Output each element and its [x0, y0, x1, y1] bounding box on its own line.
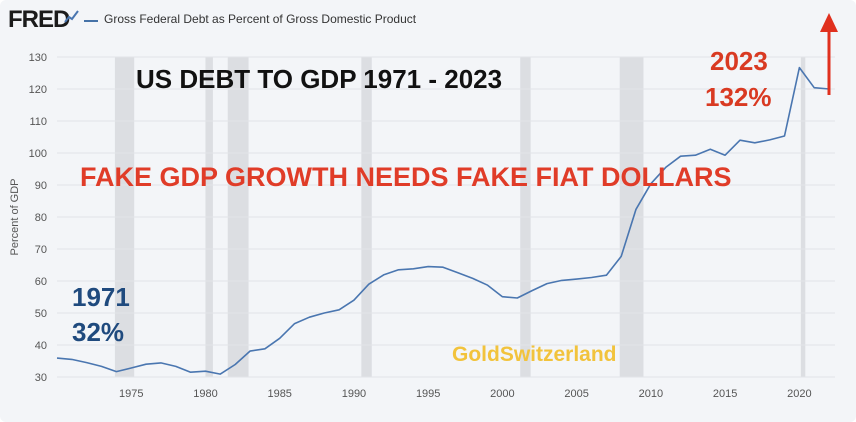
series-line-0[interactable]: [56, 66, 830, 375]
x-tick-label: 2005: [564, 388, 588, 400]
fred-graph-icon: [64, 10, 79, 23]
x-tick-label: 1995: [416, 388, 440, 400]
y-axis-label: Percent of GDP: [9, 178, 21, 255]
legend-swatch: [84, 20, 98, 22]
end-value-label: 132%: [705, 82, 772, 112]
subheadline: FAKE GDP GROWTH NEEDS FAKE FIAT DOLLARS: [80, 162, 732, 192]
y-tick-label: 120: [29, 84, 47, 96]
y-axis: 30 40 50 60 70 80 90 100 110 120 130: [29, 52, 47, 384]
x-tick-label: 2020: [787, 388, 811, 400]
fred-logo[interactable]: FRED: [8, 6, 70, 33]
y-tick-label: 100: [29, 148, 47, 160]
y-tick-label: 30: [35, 372, 47, 384]
x-tick-label: 2010: [639, 388, 663, 400]
y-tick-label: 110: [29, 116, 47, 128]
y-tick-label: 70: [35, 244, 47, 256]
x-tick-label: 1990: [342, 388, 366, 400]
start-year-label: 1971: [72, 282, 130, 312]
series: [56, 66, 830, 375]
y-tick-label: 60: [35, 276, 47, 288]
start-value-label: 32%: [72, 317, 125, 347]
y-tick-label: 80: [35, 212, 47, 224]
up-arrow-icon: [820, 13, 838, 95]
y-tick-label: 50: [35, 308, 47, 320]
y-tick-label: 90: [35, 180, 47, 192]
y-tick-label: 130: [29, 52, 47, 64]
x-tick-label: 2000: [490, 388, 514, 400]
end-year-label: 2023: [710, 46, 768, 76]
x-tick-label: 1985: [267, 388, 291, 400]
grid: [57, 56, 835, 378]
watermark: GoldSwitzerland: [452, 343, 617, 366]
y-tick-label: 40: [35, 340, 47, 352]
x-tick-label: 2015: [713, 388, 737, 400]
headline: US DEBT TO GDP 1971 - 2023: [136, 64, 503, 94]
legend-series-title: Gross Federal Debt as Percent of Gross D…: [104, 12, 417, 26]
x-tick-label: 1975: [119, 388, 143, 400]
x-axis: 1975 1980 1985 1990 1995 2000 2005 2010 2015 2020: [119, 388, 812, 400]
x-tick-label: 1980: [193, 388, 217, 400]
